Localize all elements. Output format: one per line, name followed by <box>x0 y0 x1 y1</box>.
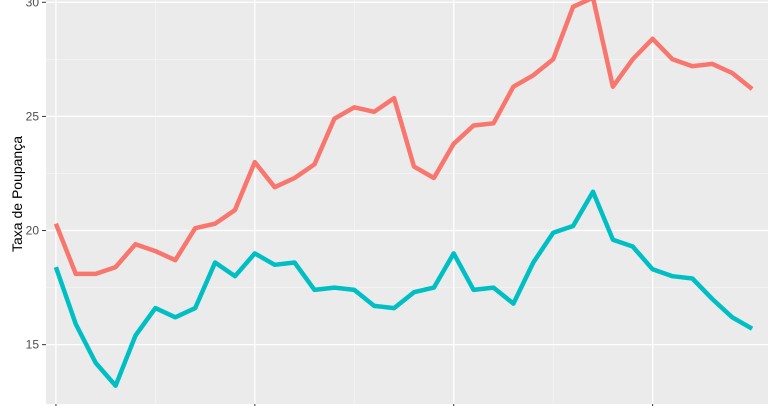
y-tick-label: 25 <box>26 109 40 123</box>
plot-panel <box>46 0 768 404</box>
y-tick-label: 15 <box>26 338 40 352</box>
y-tick-label: 20 <box>26 224 40 238</box>
y-axis-title: Taxa de Poupança <box>9 136 25 252</box>
major-gridlines <box>46 0 768 404</box>
series-layer <box>53 0 754 388</box>
minor-gridlines <box>46 0 768 404</box>
series-line-1 <box>53 0 754 277</box>
y-tick-label: 30 <box>26 0 40 9</box>
series-line-2 <box>53 189 754 388</box>
y-axis: 15 20 25 30 <box>26 0 46 352</box>
